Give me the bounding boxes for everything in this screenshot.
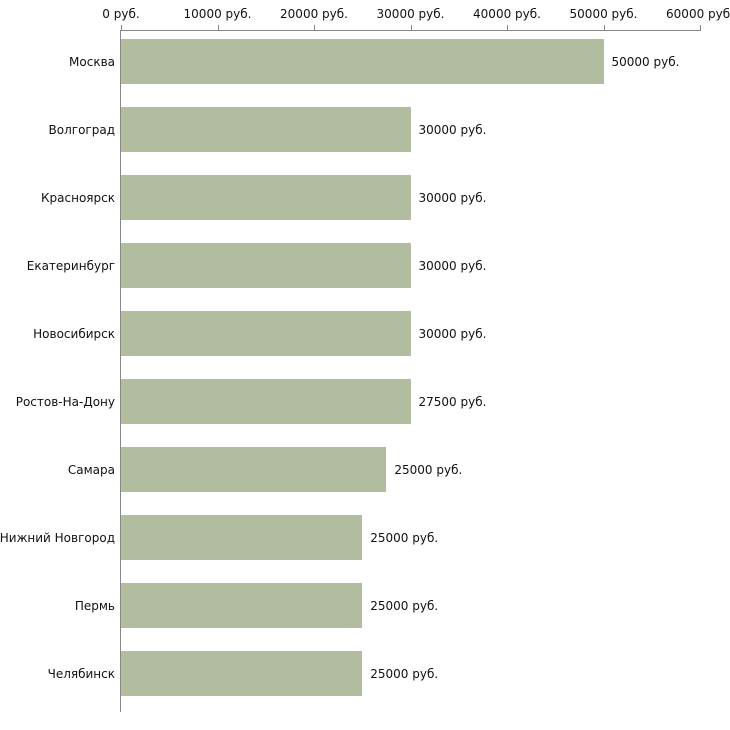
x-axis-tick (603, 25, 605, 31)
x-axis-tick-label: 50000 руб. (569, 7, 638, 21)
value-label: 30000 руб. (418, 190, 487, 205)
x-axis-tick-label: 30000 руб. (376, 7, 445, 21)
value-label: 30000 руб. (418, 122, 487, 137)
value-label: 27500 руб. (418, 394, 487, 409)
bar-row: Екатеринбург 30000 руб. (27, 243, 700, 288)
x-axis-tick (700, 25, 701, 31)
x-axis-tick (314, 25, 315, 31)
x-axis-tick-label: 10000 руб. (183, 7, 252, 21)
bar (121, 379, 411, 424)
category-label: Красноярск (41, 190, 115, 205)
value-label: 25000 руб. (370, 530, 439, 545)
bar (121, 107, 411, 152)
x-axis-tick-label: 20000 руб. (280, 7, 348, 21)
bar (121, 175, 411, 220)
category-label: Самара (67, 462, 115, 477)
x-axis-tick (121, 25, 122, 31)
category-label: Пермь (74, 598, 115, 613)
category-label: Нижний Новгород (0, 530, 115, 545)
bar-row: Волгоград 30000 руб. (49, 107, 700, 152)
bar-row: Новосибирск 30000 руб. (33, 311, 700, 356)
value-label: 50000 руб. (611, 54, 680, 69)
category-label: Новосибирск (33, 326, 115, 341)
category-label: Екатеринбург (26, 258, 115, 273)
category-label: Волгоград (48, 122, 115, 137)
bar (121, 583, 363, 628)
x-axis-tick-label: 60000 руб. (666, 7, 730, 21)
bar (121, 311, 411, 356)
x-axis-tick-label: 40000 руб. (473, 7, 541, 21)
x-axis-tick (410, 25, 412, 31)
bar-row: Нижний Новгород 25000 руб. (0, 515, 700, 560)
bar (121, 39, 604, 84)
bar-row: Челябинск 25000 руб. (48, 651, 700, 696)
category-label: Москва (69, 54, 115, 69)
x-axis-tick-label: 0 руб. (102, 7, 140, 21)
category-label: Ростов-На-Дону (15, 394, 115, 409)
plot-area: 0 руб. 10000 руб. 20000 руб. 30000 руб. 4000… (0, 7, 730, 712)
value-label: 25000 руб. (370, 598, 439, 613)
bar-row: Ростов-На-Дону 27500 руб. (16, 379, 700, 424)
bar (121, 447, 387, 492)
value-label: 30000 руб. (418, 326, 487, 341)
bar-row: Пермь 25000 руб. (75, 583, 700, 628)
value-label: 25000 руб. (370, 666, 439, 681)
bar (121, 243, 411, 288)
bar (121, 651, 363, 696)
bar (121, 515, 363, 560)
bar-row: Москва 50000 руб. (69, 39, 700, 84)
value-label: 25000 руб. (394, 462, 463, 477)
x-axis-tick (507, 25, 508, 31)
bar-row: Самара 25000 руб. (68, 447, 700, 492)
bar-row: Красноярск 30000 руб. (41, 175, 700, 220)
category-label: Челябинск (47, 666, 115, 681)
value-label: 30000 руб. (418, 258, 487, 273)
x-axis-tick (217, 25, 219, 31)
